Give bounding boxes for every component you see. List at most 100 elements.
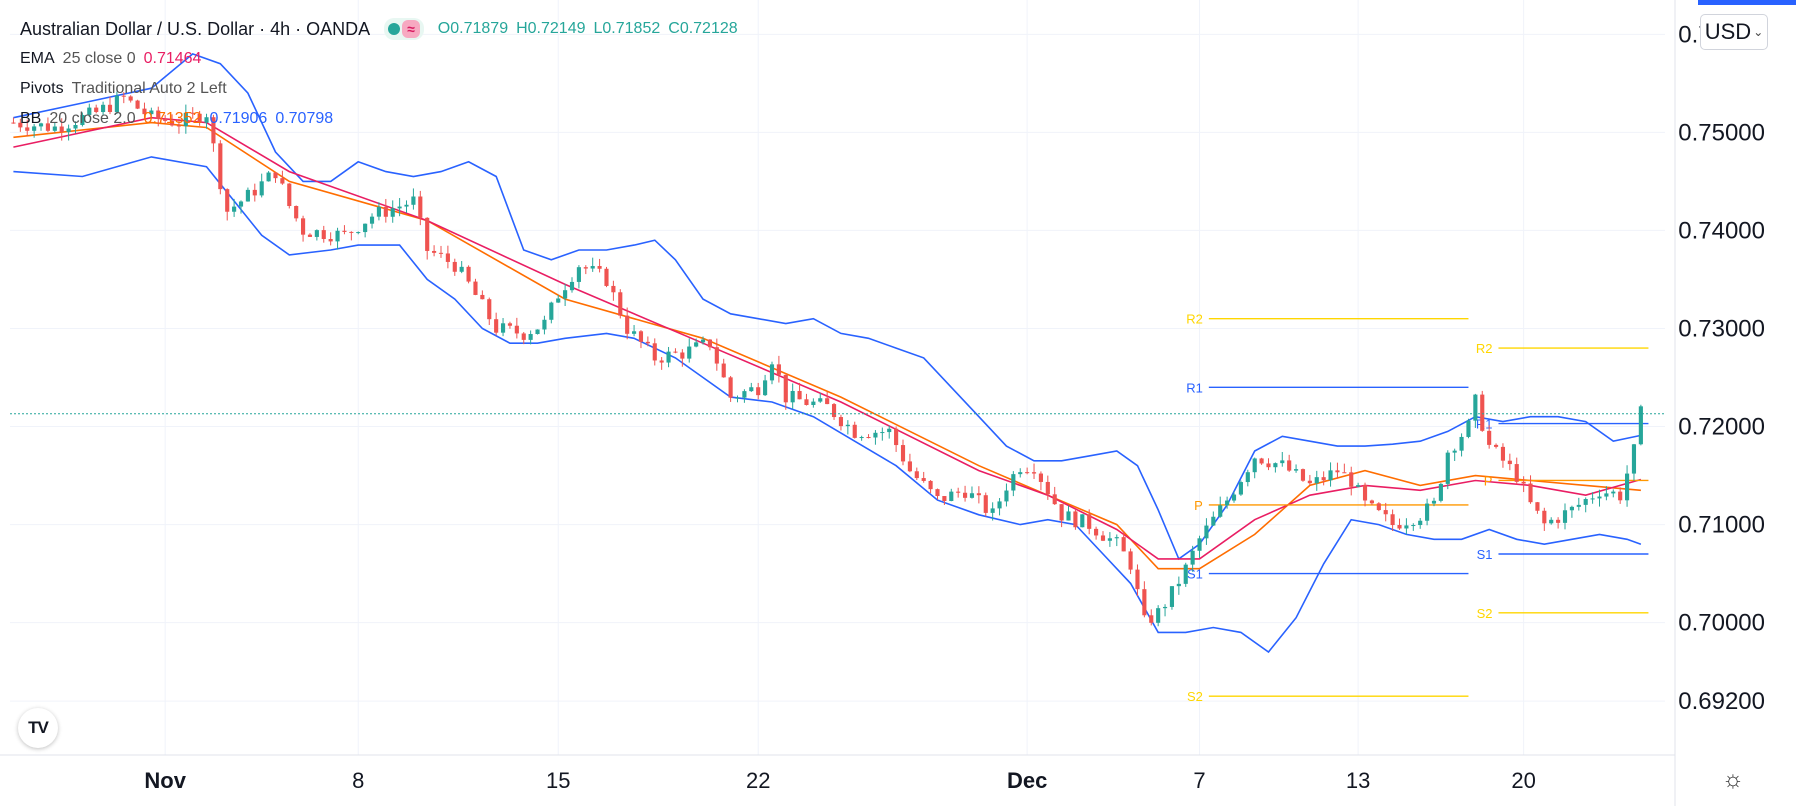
- ema-name: EMA: [20, 50, 55, 67]
- candle-body: [825, 398, 830, 405]
- candle-body: [156, 110, 161, 119]
- market-status-pill[interactable]: ≈: [384, 18, 424, 40]
- candle-body: [666, 351, 671, 363]
- candle-body: [949, 491, 954, 502]
- candle-body: [1197, 538, 1202, 551]
- candle-body: [632, 331, 637, 334]
- candle-body: [838, 417, 844, 427]
- candle-body: [252, 189, 257, 196]
- candle-body: [459, 266, 464, 272]
- candle-body: [673, 351, 678, 353]
- candle-body: [38, 123, 44, 127]
- pivot-label-p: P: [1484, 473, 1493, 488]
- candle-body: [1321, 477, 1326, 481]
- candle-body: [845, 424, 850, 427]
- candle-body: [445, 253, 450, 262]
- candle-body: [914, 471, 919, 479]
- bb-basis-line: [13, 121, 1641, 570]
- candle-body: [411, 196, 416, 205]
- candle-body: [1438, 483, 1443, 501]
- candle-body: [1611, 491, 1616, 494]
- candle-body: [376, 206, 381, 217]
- candle-body: [1604, 493, 1609, 497]
- candle-body: [569, 281, 575, 291]
- candle-body: [797, 390, 802, 400]
- candle-body: [238, 201, 244, 207]
- candle-body: [1507, 460, 1512, 465]
- ema-legend[interactable]: EMA 25 close 0 0.71464: [20, 44, 738, 74]
- candle-body: [597, 266, 602, 269]
- candle-body: [273, 172, 278, 179]
- candle-body: [1273, 463, 1278, 468]
- currency-selector[interactable]: USD ⌄: [1700, 14, 1768, 50]
- candle-body: [1038, 473, 1043, 482]
- candle-body: [507, 323, 513, 326]
- candle-body: [183, 112, 188, 127]
- candle-body: [128, 96, 133, 101]
- candle-body: [880, 432, 885, 434]
- time-tick-label: Nov: [144, 768, 186, 793]
- candle-body: [1583, 499, 1588, 505]
- candle-body: [1011, 474, 1016, 491]
- candle-body: [1052, 494, 1057, 505]
- bb-legend[interactable]: BB 20 close 2.0 0.71352 0.71906 0.70798: [20, 104, 738, 134]
- candle-body: [1514, 464, 1519, 482]
- pivot-label-s1: S1: [1477, 547, 1493, 562]
- price-tick-label: 0.72000: [1678, 414, 1765, 441]
- candle-body: [1100, 535, 1106, 541]
- candle-body: [1473, 394, 1478, 421]
- chevron-down-icon: ⌄: [1753, 25, 1764, 39]
- candle-body: [625, 315, 630, 334]
- candle-body: [328, 239, 333, 242]
- candle-body: [1225, 500, 1230, 506]
- pivot-label-p: P: [1194, 498, 1203, 513]
- candle-body: [404, 204, 409, 207]
- candle-body: [397, 206, 402, 209]
- price-tick-label: 0.73000: [1678, 315, 1765, 342]
- candle-body: [687, 346, 692, 359]
- tradingview-logo-icon[interactable]: TV: [18, 708, 58, 748]
- candle-body: [101, 104, 106, 113]
- symbol-title[interactable]: Australian Dollar / U.S. Dollar · 4h · O…: [20, 19, 371, 39]
- candle-body: [1121, 537, 1126, 552]
- symbol-row: Australian Dollar / U.S. Dollar · 4h · O…: [20, 14, 738, 44]
- candle-body: [294, 206, 299, 219]
- candle-body: [80, 114, 85, 125]
- gear-icon[interactable]: ☼: [1722, 766, 1744, 793]
- ema-line: [13, 116, 1642, 560]
- candle-body: [618, 292, 623, 316]
- candle-body: [287, 183, 292, 207]
- candle-body: [694, 342, 699, 347]
- candle-body: [818, 398, 823, 402]
- price-tick-label: 0.75000: [1678, 119, 1765, 146]
- candle-body: [563, 290, 568, 299]
- candle-body: [487, 299, 492, 320]
- currency-label: USD: [1704, 19, 1752, 44]
- candle-body: [749, 387, 754, 392]
- candle-body: [390, 208, 395, 217]
- candle-body: [1528, 483, 1533, 503]
- candle-body: [997, 501, 1002, 509]
- candle-body: [1218, 505, 1223, 517]
- candle-body: [1631, 444, 1637, 474]
- candle-body: [1190, 550, 1195, 565]
- candle-body: [342, 230, 347, 232]
- candle-body: [1231, 494, 1237, 501]
- candle-body: [776, 364, 781, 375]
- candle-body: [707, 339, 712, 348]
- ohlc-open: O0.71879: [437, 20, 509, 37]
- ohlc-low: L0.71852: [593, 20, 661, 37]
- candle-body: [1383, 510, 1388, 515]
- candle-body: [652, 343, 657, 361]
- candle-body: [1066, 511, 1071, 521]
- candle-body: [1018, 472, 1023, 475]
- candle-body: [1307, 480, 1312, 484]
- candle-body: [94, 107, 99, 113]
- candle-body: [18, 122, 23, 128]
- candle-body: [1487, 430, 1492, 445]
- candle-body: [1362, 485, 1368, 501]
- candle-body: [1128, 551, 1133, 570]
- candle-body: [983, 495, 988, 513]
- pivots-legend[interactable]: Pivots Traditional Auto 2 Left: [20, 74, 738, 104]
